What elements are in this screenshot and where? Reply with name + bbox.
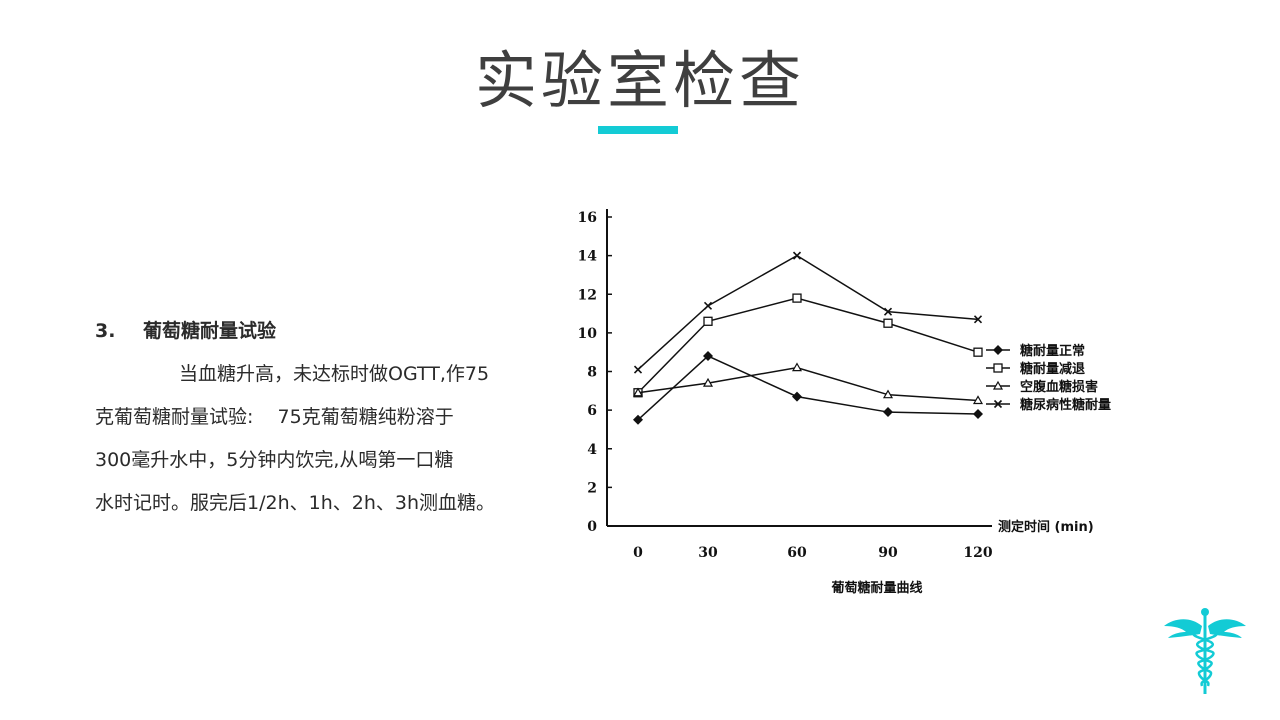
paragraph-line: 当血糖升高，未达标时做OGTT,作75: [179, 363, 490, 385]
legend-entry: 空腹血糖损害: [1020, 379, 1098, 395]
y-tick-label: 0: [587, 519, 597, 535]
x-tick-label: 0: [633, 545, 643, 561]
x-tick-label: 120: [963, 545, 992, 561]
paragraph-line: 300毫升水中，5分钟内饮完,从喝第一口糖: [95, 449, 454, 471]
paragraph-line: 克葡萄糖耐量试验: 75克葡萄糖纯粉溶于: [95, 406, 454, 428]
x-tick-label: 90: [878, 545, 898, 561]
title-accent-bar: [598, 126, 678, 134]
slide-title: 实验室检查: [474, 44, 805, 117]
y-tick-label: 2: [587, 480, 597, 496]
chart-canvas: 0 2 4 6 8 10 12 14 16 0 30 60 90 120 测定时间 (min) 葡萄糖耐量曲线…: [578, 209, 1111, 596]
legend-entry: 糖耐量正常: [1020, 343, 1085, 359]
series-line: [637, 355, 979, 421]
series-line: [637, 254, 979, 371]
x-tick-label: 30: [698, 545, 718, 561]
section-number: 3.: [95, 320, 116, 342]
y-tick-label: 4: [587, 442, 597, 458]
y-tick-label: 16: [578, 210, 597, 226]
paragraph: 当血糖升高，未达标时做OGTT,作75 克葡萄糖耐量试验: 75克葡萄糖纯粉溶于…: [95, 353, 575, 525]
section-heading-text: 葡萄糖耐量试验: [143, 320, 277, 342]
caduceus-icon: [1162, 604, 1248, 696]
y-tick-label: 12: [578, 287, 597, 303]
y-tick-label: 10: [578, 326, 598, 342]
legend-entry: 糖耐量减退: [1020, 361, 1085, 377]
y-tick-label: 14: [578, 249, 598, 265]
section-heading: 3. 葡萄糖耐量试验: [95, 310, 575, 353]
y-tick-label: 8: [587, 365, 597, 381]
glucose-tolerance-chart: 0 2 4 6 8 10 12 14 16 0 30 60 90 120 测定时间 (min) 葡萄糖耐量曲线…: [560, 195, 1180, 615]
x-tick-label: 60: [787, 545, 807, 561]
series-line: [637, 297, 979, 394]
y-tick-label: 6: [587, 403, 597, 419]
paragraph-line: 水时记时。服完后1/2h、1h、2h、3h测血糖。: [95, 492, 496, 514]
text-block: 3. 葡萄糖耐量试验 当血糖升高，未达标时做OGTT,作75 克葡萄糖耐量试验: …: [95, 310, 575, 525]
legend-entry: 糖尿病性糖耐量: [1020, 397, 1111, 413]
chart-title: 葡萄糖耐量曲线: [830, 580, 922, 596]
x-axis-label: 测定时间 (min): [998, 519, 1094, 535]
